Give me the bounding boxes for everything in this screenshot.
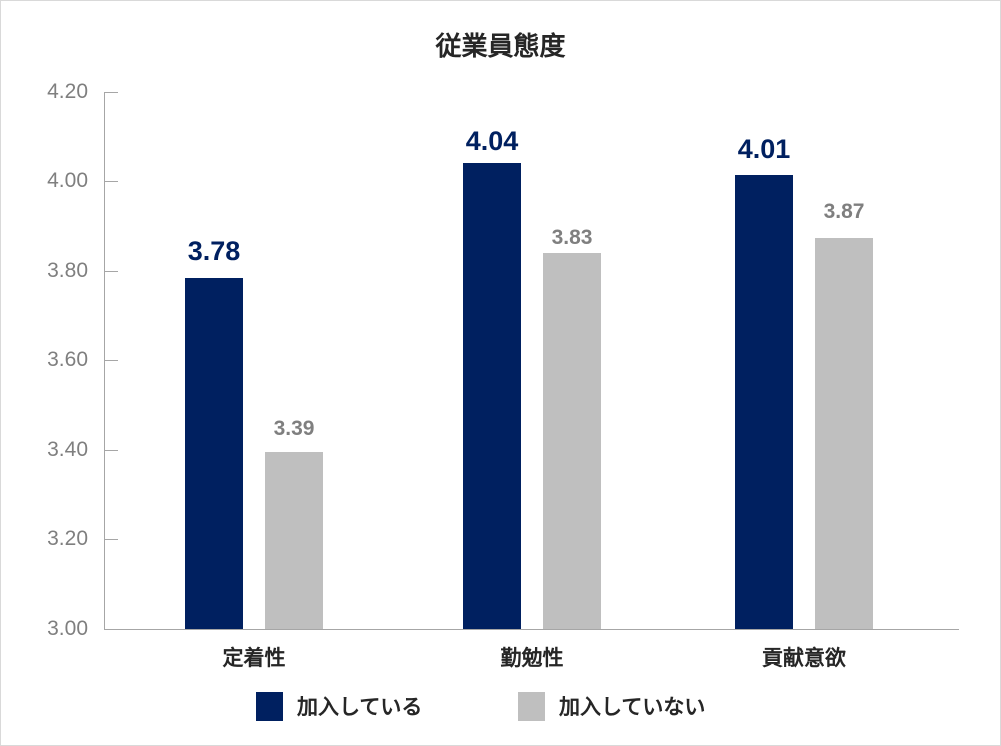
y-tick-label: 3.40 [47,438,88,461]
data-label: 3.83 [551,226,593,249]
y-tick-mark [104,539,118,540]
legend-item-joined: 加入している [256,690,422,722]
data-label: 3.78 [187,236,241,266]
legend-label: 加入していない [559,695,706,719]
x-category-label: 勤勉性 [500,646,564,670]
legend-item-not-joined: 加入していない [518,690,705,722]
bar-joined-kokeniyoku [735,175,793,629]
y-tick-mark [104,92,118,93]
y-tick-label: 3.60 [47,348,88,371]
chart-title: 従業員態度 [435,32,566,62]
x-category-label: 定着性 [222,646,286,670]
bar-joined-kinbensei [463,163,521,629]
x-category-label: 貢献意欲 [762,646,846,670]
y-tick-label: 3.00 [47,617,88,640]
bar-not-joined-teichakusei [265,452,323,629]
x-axis-line [104,629,959,630]
y-tick-mark [104,271,118,272]
bar-not-joined-kinbensei [543,253,601,629]
data-label: 4.01 [737,134,791,164]
data-label: 4.04 [465,126,519,156]
data-label: 3.39 [273,417,315,440]
legend-swatch-navy [256,691,283,721]
y-tick-label: 4.20 [47,80,88,103]
legend-label: 加入している [297,695,423,719]
y-tick-label: 3.80 [47,259,88,282]
data-label: 3.87 [823,200,865,223]
bar-not-joined-kokeniyoku [815,238,873,629]
y-tick-mark [104,181,118,182]
y-tick-label: 4.00 [47,169,88,192]
y-tick-mark [104,450,118,451]
bar-joined-teichakusei [185,278,243,629]
y-tick-mark [104,360,118,361]
legend-swatch-gray [518,691,545,721]
y-tick-label: 3.20 [47,527,88,550]
